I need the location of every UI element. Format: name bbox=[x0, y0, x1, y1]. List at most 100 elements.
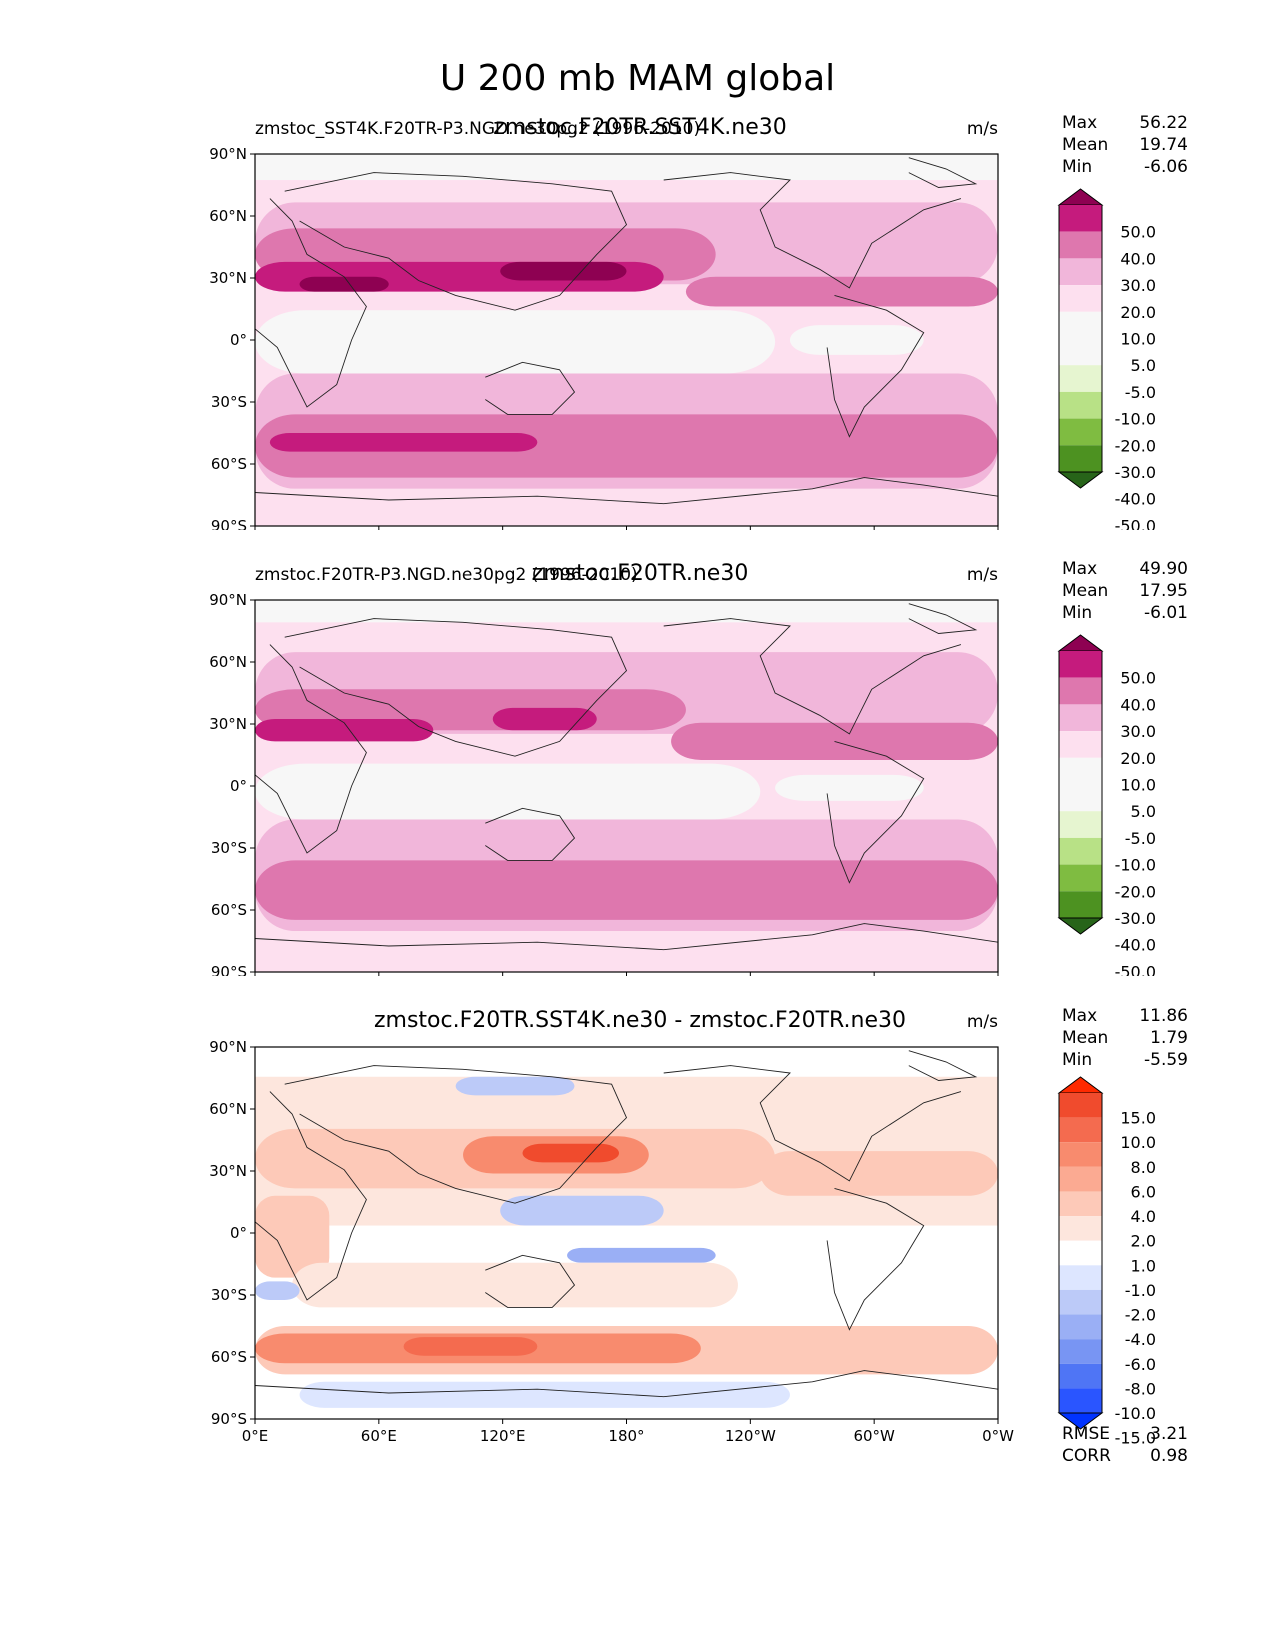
coastline-0 bbox=[255, 644, 367, 854]
field-band-5 bbox=[455, 1076, 575, 1096]
colorbar-level-label: 1.0 bbox=[1131, 1256, 1156, 1275]
coastline-4 bbox=[826, 1187, 925, 1331]
colorbar-level-label: -6.0 bbox=[1125, 1355, 1156, 1374]
coastline-1 bbox=[284, 172, 628, 311]
y-tick-label: 60°S bbox=[211, 1348, 247, 1366]
stat-value-max: 56.22 bbox=[1139, 113, 1188, 133]
reference-panel: zmstoc.F20TR-P3.NGD.ne30pg2 (1996-2010) z… bbox=[0, 556, 1275, 976]
colorbar-block-2 bbox=[1059, 258, 1102, 286]
colorbar-block-4 bbox=[1059, 757, 1102, 785]
colorbar-block-8 bbox=[1059, 418, 1102, 446]
field-band-1 bbox=[255, 600, 998, 623]
rmse-value: 3.21 bbox=[1150, 1424, 1188, 1444]
panel-svg: zmstoc.F20TR.SST4K.ne30 - zmstoc.F20TR.n… bbox=[209, 1006, 1188, 1466]
y-tick-label: 90°S bbox=[211, 517, 247, 530]
colorbar-block-1 bbox=[1059, 1117, 1102, 1143]
y-tick-label: 90°N bbox=[209, 591, 247, 609]
colorbar-level-label: 20.0 bbox=[1120, 303, 1156, 322]
colorbar-block-8 bbox=[1059, 1289, 1102, 1315]
x-tick-label: 180° bbox=[608, 1427, 644, 1445]
colorbar-level-label: -4.0 bbox=[1125, 1330, 1156, 1349]
colorbar-extend-top bbox=[1057, 188, 1104, 206]
field-band-9 bbox=[292, 1262, 738, 1308]
stat-value-min: -6.06 bbox=[1144, 157, 1188, 177]
colorbar-block-6 bbox=[1059, 1240, 1102, 1266]
x-tick-label: 120°W bbox=[725, 1427, 776, 1445]
colorbar-level-label: -1.0 bbox=[1125, 1281, 1156, 1300]
center-title: zmstoc.F20TR.SST4K.ne30 bbox=[493, 115, 786, 140]
y-tick-label: 90°S bbox=[211, 963, 247, 976]
stat-label-min: Min bbox=[1062, 603, 1092, 623]
map-field bbox=[255, 154, 998, 526]
stat-value-min: -6.01 bbox=[1144, 603, 1188, 623]
coastline-6 bbox=[255, 477, 998, 505]
stat-label-max: Max bbox=[1062, 113, 1097, 133]
stat-value-mean: 1.79 bbox=[1150, 1028, 1188, 1048]
colorbar-level-label: -15.0 bbox=[1115, 1429, 1156, 1448]
colorbar-level-label: -8.0 bbox=[1125, 1379, 1156, 1398]
difference-panel: zmstoc.F20TR.SST4K.ne30 - zmstoc.F20TR.n… bbox=[0, 1003, 1275, 1483]
corr-label: CORR bbox=[1062, 1446, 1111, 1466]
coastline-0 bbox=[255, 198, 367, 408]
colorbar-block-2 bbox=[1059, 704, 1102, 732]
stat-value-max: 11.86 bbox=[1139, 1006, 1188, 1026]
colorbar-level-label: -20.0 bbox=[1115, 436, 1156, 455]
field-band-5 bbox=[500, 261, 627, 281]
colorbar-block-3 bbox=[1059, 285, 1102, 312]
map-field bbox=[255, 600, 998, 972]
colorbar-block-5 bbox=[1059, 338, 1102, 366]
field-band-9 bbox=[789, 325, 924, 355]
stat-label-max: Max bbox=[1062, 1006, 1097, 1026]
field-band-7 bbox=[255, 763, 761, 820]
rmse-label: RMSE bbox=[1062, 1424, 1110, 1444]
y-tick-label: 30°N bbox=[209, 715, 247, 733]
colorbar-level-label: 20.0 bbox=[1120, 749, 1156, 768]
coastline-0 bbox=[255, 1091, 367, 1301]
colorbar-level-label: 10.0 bbox=[1120, 776, 1156, 795]
field-band-6 bbox=[299, 276, 389, 292]
colorbar-level-label: -30.0 bbox=[1115, 463, 1156, 482]
colorbar-block-11 bbox=[1059, 1363, 1102, 1389]
left-title: zmstoc_SST4K.F20TR-P3.NGD.ne30pg2 (1996-… bbox=[255, 119, 700, 139]
colorbar-block-2 bbox=[1059, 1142, 1102, 1167]
colorbar-level-label: 6.0 bbox=[1131, 1182, 1156, 1201]
field-band-14 bbox=[299, 1381, 790, 1408]
y-tick-label: 60°N bbox=[209, 207, 247, 225]
stat-value-mean: 17.95 bbox=[1139, 581, 1188, 601]
left-title: zmstoc.F20TR-P3.NGD.ne30pg2 (1996-2010) bbox=[255, 565, 638, 585]
colorbar-extend-bottom bbox=[1057, 917, 1104, 935]
field-band-12 bbox=[269, 433, 538, 452]
x-tick-label: 120°E bbox=[480, 1427, 526, 1445]
colorbar-level-label: -50.0 bbox=[1115, 962, 1156, 976]
y-tick-label: 90°N bbox=[209, 1038, 247, 1056]
field-band-13 bbox=[403, 1337, 538, 1356]
units-label: m/s bbox=[967, 1012, 998, 1032]
x-tick-label: 60°W bbox=[853, 1427, 895, 1445]
field-band-13 bbox=[255, 488, 998, 526]
colorbar-block-4 bbox=[1059, 1191, 1102, 1217]
colorbar-level-label: 4.0 bbox=[1131, 1207, 1156, 1226]
corr-value: 0.98 bbox=[1150, 1446, 1188, 1466]
field-band-10 bbox=[255, 1281, 300, 1300]
colorbar-level-label: 2.0 bbox=[1131, 1232, 1156, 1251]
y-tick-label: 30°S bbox=[211, 1286, 247, 1304]
field-band-7 bbox=[685, 276, 998, 307]
colorbar-block-3 bbox=[1059, 731, 1102, 758]
colorbar-block-1 bbox=[1059, 677, 1102, 705]
x-tick-label: 60°E bbox=[361, 1427, 397, 1445]
y-tick-label: 60°N bbox=[209, 653, 247, 671]
map-field bbox=[255, 1047, 998, 1419]
colorbar-level-label: 10.0 bbox=[1120, 1133, 1156, 1152]
field-band-8 bbox=[255, 1195, 330, 1278]
y-tick-label: 30°S bbox=[211, 393, 247, 411]
colorbar-level-label: -10.0 bbox=[1115, 856, 1156, 875]
field-band-5 bbox=[492, 707, 597, 731]
colorbar-block-6 bbox=[1059, 811, 1102, 838]
colorbar-level-label: 5.0 bbox=[1131, 356, 1156, 375]
y-tick-label: 90°N bbox=[209, 145, 247, 163]
colorbar-block-7 bbox=[1059, 1265, 1102, 1290]
x-tick-label: 0°W bbox=[982, 1427, 1014, 1445]
y-tick-label: 60°N bbox=[209, 1100, 247, 1118]
colorbar-extend-bottom bbox=[1057, 1412, 1104, 1430]
coastline-3 bbox=[663, 1065, 962, 1182]
